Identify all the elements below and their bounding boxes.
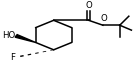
Text: F: F (10, 53, 15, 63)
Text: O: O (101, 14, 108, 23)
Text: HO: HO (2, 31, 15, 40)
Polygon shape (15, 35, 36, 42)
Text: O: O (85, 1, 92, 10)
